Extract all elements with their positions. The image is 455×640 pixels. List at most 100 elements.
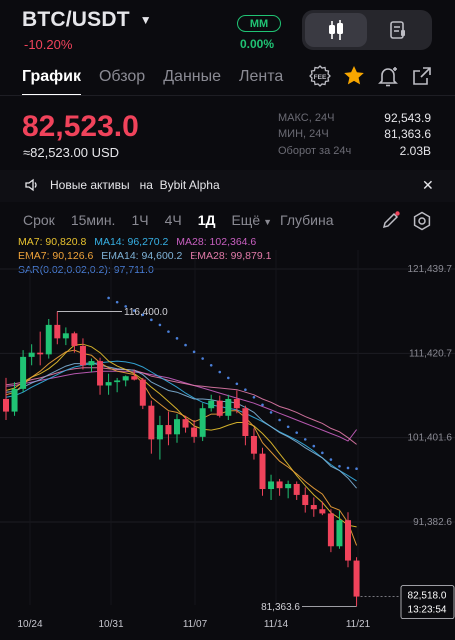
alert-bell-icon[interactable] [376,64,400,88]
candle-body [156,425,163,440]
x-tick-label: 11/14 [264,619,289,630]
candle-body [353,560,360,597]
mm-badge[interactable]: MM [237,15,281,32]
tf-1h[interactable]: 1Ч [131,212,149,228]
tf-term[interactable]: Срок [23,212,55,228]
tf-1d[interactable]: 1Д [197,212,216,228]
candle-body [276,481,283,489]
svg-text:FEE: FEE [314,74,327,81]
sar-dot [132,309,136,312]
tab-data[interactable]: Данные [163,68,222,85]
price-usd: ≈82,523.00 USD [23,145,120,160]
x-tick-label: 10/24 [17,619,42,630]
y-tick-label: 111,420.7 [409,348,452,359]
close-icon[interactable]: ✕ [422,177,434,193]
ema14-value: EMA14: 94,600.2 [101,250,183,262]
ma-legend: MA7: 90,820.8 MA14: 96,270.2 MA28: 102,3… [18,236,256,248]
tab-divider [0,95,455,96]
candle-body [3,398,9,412]
candle-body [302,494,309,506]
candle-body [310,505,317,510]
announcement-banner[interactable] [0,170,455,202]
candlestick-icon [329,20,343,40]
share-icon[interactable] [410,64,434,88]
sar-dot [209,363,213,367]
ma14-line [5,360,357,482]
tf-4h[interactable]: 4Ч [164,212,182,228]
candle-body [242,408,249,436]
candle-body [37,352,44,355]
sar-dot [124,305,127,308]
tab-overview[interactable]: Обзор [98,68,146,85]
sar-dot [167,330,170,333]
sar-dot [269,411,273,414]
candle-body [285,483,292,489]
candle-body [20,356,27,389]
stat-low-value: 81,363.6 [384,127,431,141]
candle-body [97,361,104,386]
candle-body [268,481,275,490]
current-price-label: 82,518.0 [408,591,447,602]
sar-dot [329,458,333,461]
speaker-icon [25,178,37,192]
stat-high-value: 92,543.9 [384,111,431,125]
candle-body [88,361,95,366]
candle-body [336,520,343,547]
ma7-line [5,343,357,528]
sar-dot [278,418,281,422]
sar-dot [338,464,341,468]
sar-dot [201,357,204,360]
main-tabs: График Обзор Данные Лента [22,66,301,96]
price-chart[interactable]: 121,439.7 111,420.7 101,401.6 91,382.6 10/24… [0,250,455,640]
x-tick-label: 11/07 [183,619,208,630]
ema14-line [5,362,357,489]
candle-view-button[interactable] [305,13,367,47]
candle-body [191,427,198,437]
chart-grid [0,250,455,605]
y-tick-label: 121,439.7 [408,264,453,275]
sar-dot [321,451,324,455]
favorite-star-icon[interactable] [342,64,366,88]
last-price: 82,523.0 [22,110,139,143]
candle-body [208,400,215,409]
trading-pair-selector[interactable]: BTC/USDT ▼ [22,8,152,32]
sar-dot [107,296,110,300]
candle-body [293,483,300,495]
ema7-line [5,349,358,546]
tab-chart[interactable]: График [22,68,81,96]
sar-dot [252,395,256,399]
candle-body [233,398,240,409]
settings-icon[interactable] [412,211,432,231]
sar-dot [295,431,299,434]
high-annotation: 116,400.0 [124,307,168,318]
sar-dot [158,323,162,327]
candle-body [62,333,69,339]
y-tick-label: 91,382.6 [413,517,452,528]
sar-dot [312,444,316,448]
pair-name: BTC/USDT [22,8,130,31]
sar-dot [235,382,239,386]
candle-body [225,398,232,416]
ema-legend: EMA7: 90,126.6 EMA14: 94,600.2 EMA28: 99… [18,250,271,262]
x-tick-label: 10/31 [98,619,123,630]
candle-body [319,509,326,514]
candle-body [28,352,35,357]
y-tick-label: 101,401.6 [408,433,453,444]
tf-15m[interactable]: 15мин. [70,212,116,228]
current-price-box [400,585,455,620]
sar-dot [303,438,307,441]
ema28-value: EMA28: 99,879.1 [190,250,272,262]
tab-feed[interactable]: Лента [239,68,284,85]
info-view-button[interactable] [367,13,429,47]
tf-more-label: Ещё [231,212,261,228]
candle-body [327,513,334,547]
candle-body [182,419,189,428]
candle-body [45,324,52,355]
tf-depth[interactable]: Глубина [280,212,334,228]
tf-more[interactable]: Ещё ▼ [231,212,272,228]
fee-icon[interactable]: FEE [308,64,332,88]
draw-pencil-icon[interactable] [381,210,401,230]
ma28-value: MA28: 102,364.6 [176,236,257,248]
candle-body [250,435,257,454]
banner-text: Новые активы на Bybit Alpha [50,178,220,192]
